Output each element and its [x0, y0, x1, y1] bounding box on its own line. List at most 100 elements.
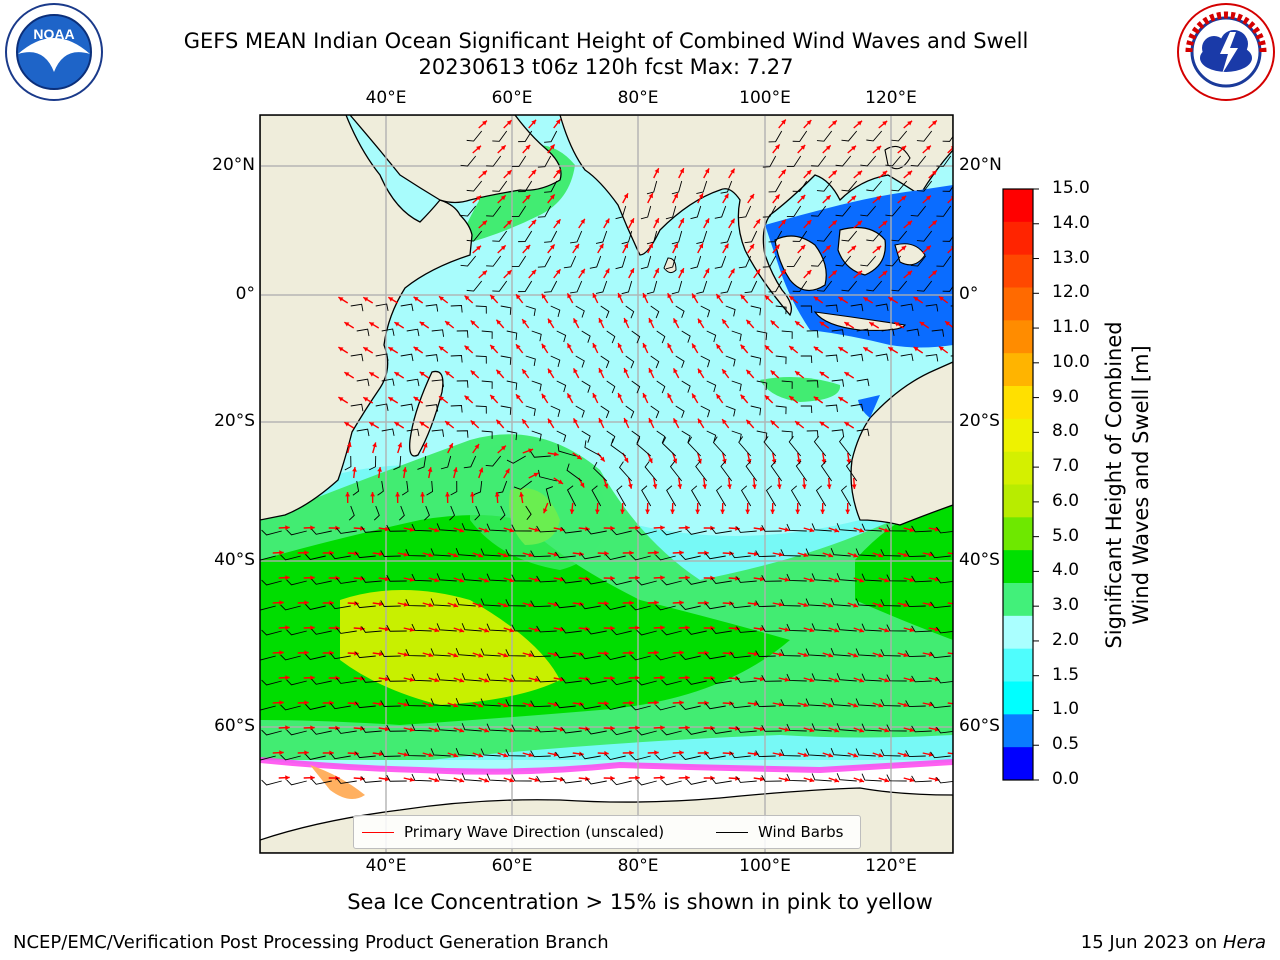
wave-direction-arrowhead [629, 750, 634, 756]
wave-direction-arrowhead [506, 270, 512, 276]
wind-barb [811, 723, 832, 732]
wind-barb [725, 355, 736, 367]
wind-barb [580, 703, 601, 710]
wind-barb [655, 754, 676, 761]
wind-barb [611, 529, 632, 536]
wave-direction-arrowhead [913, 346, 919, 352]
wave-direction-arrow [954, 220, 962, 228]
wind-barb [556, 380, 567, 393]
wave-direction-arrow [954, 678, 965, 679]
wind-barb [936, 255, 952, 267]
wave-direction-arrowhead [704, 550, 709, 556]
wave-direction-arrowhead [926, 245, 931, 251]
wave-direction-arrowhead [285, 625, 290, 631]
wind-barb [780, 699, 801, 707]
wave-direction-arrowhead [770, 420, 776, 426]
wave-direction-arrowhead [329, 650, 334, 656]
wave-direction-arrowhead [599, 243, 604, 249]
wave-direction-arrowhead [770, 320, 776, 326]
wave-direction-arrowhead [394, 322, 400, 327]
wave-direction-arrowhead [610, 575, 615, 581]
wave-direction-arrowhead [629, 650, 634, 656]
wind-barb [530, 650, 551, 658]
wind-barb [781, 380, 793, 389]
colorbar-segment [1003, 583, 1033, 617]
wind-barb [850, 403, 864, 412]
wave-direction-arrowhead [310, 525, 315, 531]
wind-barb [686, 528, 707, 535]
wave-direction-arrowhead [394, 372, 400, 377]
wind-barb [905, 650, 926, 658]
wind-barb [561, 727, 582, 734]
wind-barb [380, 650, 401, 657]
wave-direction-arrowhead [784, 727, 790, 732]
sumatra-landmass [774, 235, 827, 291]
wave-direction-arrowhead [610, 725, 615, 731]
wind-barb [911, 725, 932, 733]
wave-direction-arrowhead [509, 527, 515, 533]
wave-direction-arrowhead [722, 458, 727, 464]
wind-barb [786, 155, 802, 167]
wind-barb [861, 623, 882, 632]
wave-direction-arrowhead [828, 702, 834, 708]
wind-barb [436, 573, 457, 582]
legend-wind-swatch [716, 831, 748, 833]
colorbar-tick-label: 1.5 [1052, 664, 1080, 685]
wave-direction-arrowhead [553, 702, 559, 707]
wave-direction-arrowhead [279, 600, 284, 606]
wave-direction-arrowhead [438, 346, 444, 351]
wave-direction-arrowhead [702, 484, 707, 489]
wave-direction-arrowhead [553, 602, 559, 607]
wind-barb [513, 480, 532, 490]
wind-barb [511, 524, 532, 532]
wind-barb [580, 553, 601, 560]
wind-barb [800, 405, 813, 413]
wave-direction-arrowhead [784, 577, 790, 582]
wind-barb [761, 675, 782, 682]
wind-barb [425, 404, 439, 412]
wave-direction-arrowhead [648, 418, 654, 424]
wave-direction-arrowhead [710, 575, 715, 581]
wind-barb [675, 355, 685, 368]
wind-barb [855, 748, 876, 757]
wind-barb [711, 777, 732, 784]
wind-barb [891, 280, 908, 292]
wave-direction-arrowhead [907, 120, 913, 126]
wind-barb [381, 378, 395, 386]
colorbar-segment [1003, 418, 1033, 453]
wind-barb [536, 675, 557, 683]
wind-barb [845, 460, 858, 482]
wind-barb [286, 729, 307, 736]
wave-direction-arrowhead [931, 220, 937, 226]
wind-barb [600, 305, 610, 319]
colorbar-segment [1003, 221, 1033, 256]
wind-barb [466, 230, 483, 242]
wave-direction-arrowhead [304, 700, 309, 706]
wind-barb [636, 579, 657, 586]
wave-direction-arrowhead [957, 120, 962, 125]
wave-direction-arrowhead [909, 527, 915, 533]
wave-direction-arrowhead [459, 577, 465, 583]
wind-barb [555, 701, 576, 709]
wind-barb [792, 130, 808, 142]
wave-direction-arrowhead [857, 170, 863, 176]
wind-barb [906, 328, 920, 337]
wind-barb [650, 355, 660, 369]
wind-barb [486, 773, 507, 782]
wind-barb [450, 355, 463, 363]
wave-direction-arrowhead [413, 346, 419, 352]
wind-barb [261, 779, 282, 786]
wave-direction-arrowhead [831, 270, 837, 276]
wind-barb [511, 205, 527, 217]
wave-direction-arrowhead [409, 627, 415, 632]
wave-direction-arrowhead [285, 725, 290, 731]
wind-barb [625, 405, 635, 419]
wind-barb [405, 749, 426, 757]
wind-barb [425, 354, 439, 362]
wave-direction-arrowhead [459, 677, 465, 683]
wave-direction-arrowhead [654, 218, 659, 224]
wind-barb [886, 574, 907, 582]
wave-direction-arrowhead [419, 371, 425, 377]
wind-barb [680, 654, 701, 660]
wave-direction-arrowhead [740, 294, 746, 300]
